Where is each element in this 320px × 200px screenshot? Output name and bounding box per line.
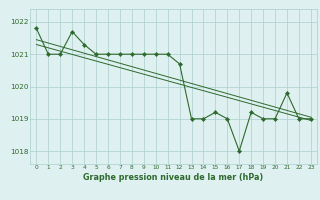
X-axis label: Graphe pression niveau de la mer (hPa): Graphe pression niveau de la mer (hPa) [84, 173, 264, 182]
